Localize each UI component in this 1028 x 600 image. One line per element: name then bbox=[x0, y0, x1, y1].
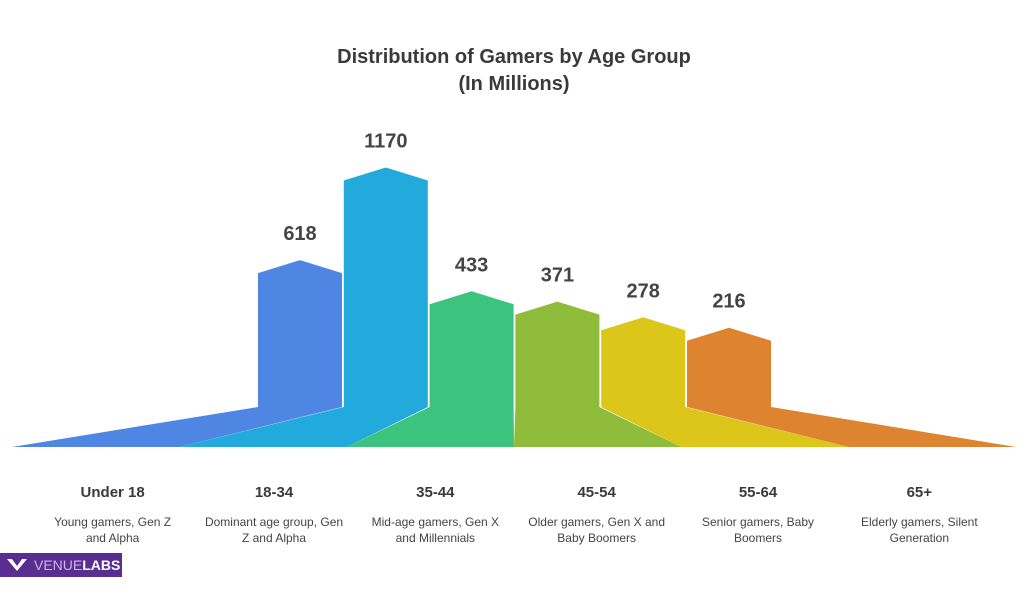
bar bbox=[343, 167, 428, 407]
category-description: Senior gamers, Baby Boomers bbox=[701, 515, 815, 545]
logo-light: VENUE bbox=[34, 557, 83, 573]
chart-title: Distribution of Gamers by Age Group bbox=[337, 46, 691, 68]
value-label: 618 bbox=[283, 223, 316, 245]
chart-subtitle: (In Millions) bbox=[458, 73, 570, 95]
logo-icon bbox=[7, 559, 27, 571]
category-description: Mid-age gamers, Gen X and Millennials bbox=[371, 515, 500, 545]
value-label: 433 bbox=[455, 254, 488, 276]
value-label: 371 bbox=[541, 265, 574, 287]
category-label: 55-64 bbox=[738, 484, 778, 501]
bar-floor bbox=[687, 407, 1016, 447]
category-description: Older gamers, Gen X and Baby Boomers bbox=[528, 515, 666, 545]
category-description: Elderly gamers, Silent Generation bbox=[860, 515, 978, 545]
logo-bold: LABS bbox=[82, 557, 121, 573]
bar bbox=[429, 291, 514, 407]
category-label: 65+ bbox=[906, 484, 933, 501]
category-description: Dominant age group, Gen Z and Alpha bbox=[204, 515, 344, 545]
category-label: 45-54 bbox=[577, 484, 616, 501]
value-label: 278 bbox=[627, 280, 660, 302]
logo: VENUE LABS bbox=[0, 553, 122, 577]
bar bbox=[601, 317, 686, 407]
bar bbox=[687, 327, 771, 407]
value-label: 1170 bbox=[364, 130, 407, 152]
category-label: 35-44 bbox=[416, 484, 455, 501]
bar bbox=[515, 301, 600, 407]
bar bbox=[258, 260, 342, 407]
category-description: Young gamers, Gen Z and Alpha bbox=[54, 515, 172, 545]
bar-floor bbox=[346, 407, 514, 447]
bar-floor bbox=[601, 407, 849, 447]
bar-floor bbox=[12, 407, 342, 447]
bar-floor bbox=[179, 407, 428, 447]
category-label: Under 18 bbox=[80, 484, 145, 501]
value-label: 216 bbox=[712, 291, 745, 313]
category-label: 18-34 bbox=[254, 484, 294, 501]
bar-floor bbox=[514, 407, 682, 447]
